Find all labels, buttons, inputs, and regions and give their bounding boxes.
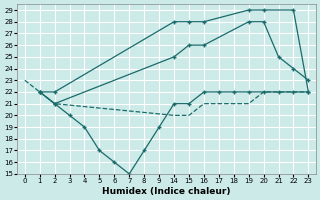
X-axis label: Humidex (Indice chaleur): Humidex (Indice chaleur): [102, 187, 231, 196]
